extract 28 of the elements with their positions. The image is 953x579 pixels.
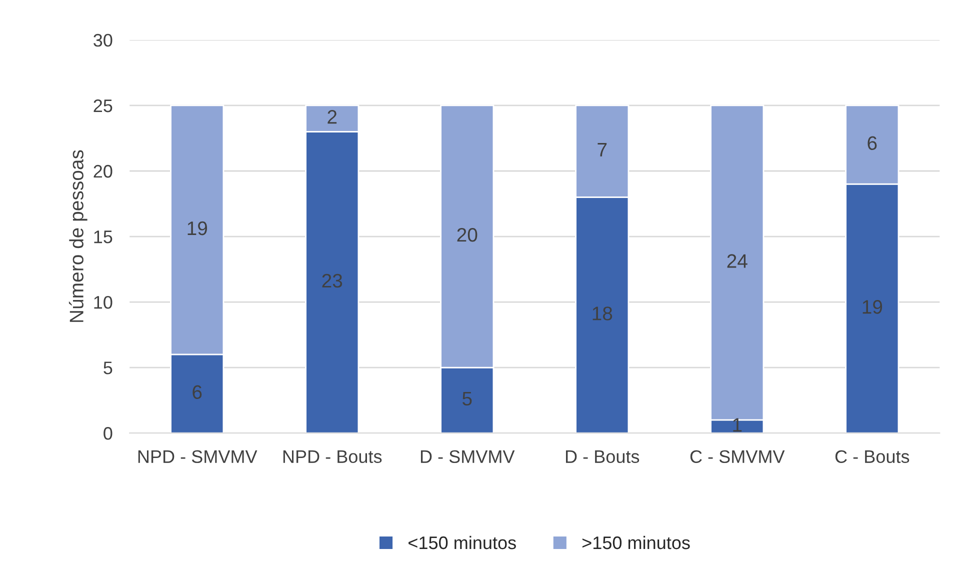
x-tick-label: D - Bouts <box>566 450 640 464</box>
data-label: 7 <box>598 142 607 156</box>
y-tick-label: 10 <box>94 296 112 309</box>
data-label: 1 <box>733 418 742 432</box>
legend-label: <150 minutos <box>408 536 516 550</box>
data-label: 6 <box>868 136 877 150</box>
x-tick-label: C - SMVMV <box>690 450 785 464</box>
y-tick-label: 15 <box>94 230 112 244</box>
y-tick-label: 0 <box>104 427 112 440</box>
x-tick-label: NPD - SMVMV <box>138 450 258 464</box>
data-label: 24 <box>727 254 748 268</box>
y-tick-label: 25 <box>94 99 112 112</box>
data-label: 19 <box>862 300 882 314</box>
x-tick-label: C - Bouts <box>835 450 910 464</box>
data-label: 20 <box>457 228 478 242</box>
data-label: 23 <box>322 274 342 288</box>
y-tick-label: 20 <box>94 164 112 178</box>
data-label: 5 <box>462 392 472 406</box>
data-label: 19 <box>188 221 208 236</box>
data-label: 18 <box>592 306 612 320</box>
data-label: 2 <box>328 110 337 124</box>
y-tick-label: 30 <box>94 34 112 47</box>
x-tick-label: NPD - Bouts <box>283 450 382 464</box>
y-tick-label: 5 <box>104 362 112 374</box>
y-axis-title: Número de pessoas <box>68 150 88 322</box>
data-label: 6 <box>192 385 202 399</box>
legend-label: >150 minutos <box>582 536 690 550</box>
x-tick-label: D - SMVMV <box>420 450 515 464</box>
